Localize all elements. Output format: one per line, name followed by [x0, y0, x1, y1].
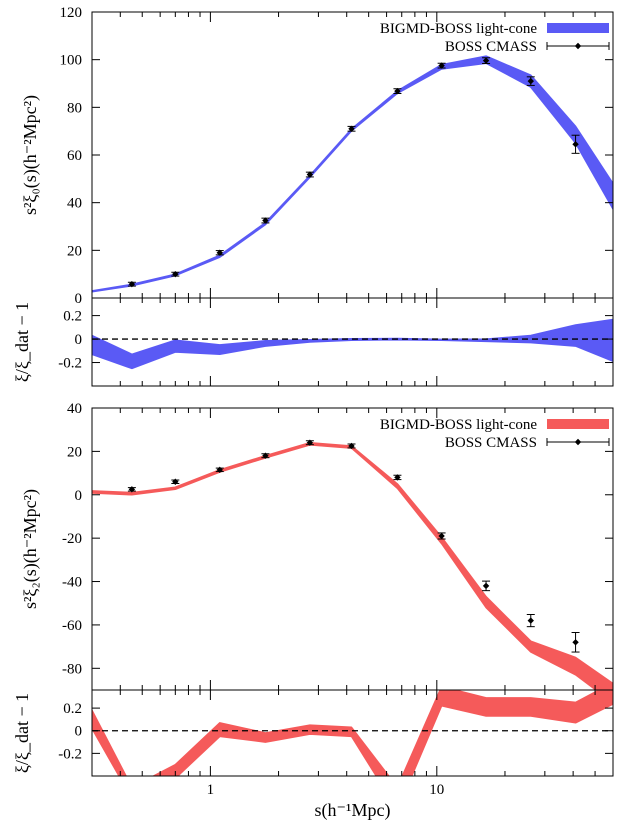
y-tick-label: 0: [75, 291, 83, 307]
data-point: [393, 87, 402, 95]
data-point: [171, 478, 180, 485]
data-marker: [172, 478, 179, 485]
y-tick-label: 20: [67, 243, 82, 259]
data-point: [437, 62, 446, 69]
y-tick-label: 60: [67, 148, 82, 164]
y-axis-title: ξ/ξ_dat − 1: [12, 302, 32, 382]
data-point: [347, 442, 356, 450]
y-axis-title: s²ξ₀(s)(h⁻²Mpc²): [20, 95, 41, 215]
legend: BIGMD-BOSS light-cone BOSS CMASS: [380, 21, 610, 55]
y-tick-label: 120: [60, 5, 83, 21]
y-tick-label: -40: [62, 575, 82, 591]
y-tick-label: -0.2: [58, 746, 82, 762]
data-marker: [572, 639, 579, 646]
plot-area: [92, 690, 613, 776]
data-marker: [438, 62, 445, 69]
x-tick-label: 1: [207, 782, 215, 798]
data-marker: [482, 582, 490, 590]
data-point: [215, 249, 224, 256]
legend-swatch-marker: [574, 438, 582, 446]
panel-quadrupole-ratio: -0.2 0 0.2 1 10 ξ/ξ_dat − 1 s(h⁻¹Mpc): [12, 689, 614, 820]
plot-area: [92, 55, 613, 293]
data-point: [482, 57, 491, 64]
data-point: [127, 486, 136, 493]
y-tick-label: 40: [67, 196, 82, 212]
data-marker: [394, 474, 401, 481]
data-point: [437, 532, 446, 540]
legend-swatch-band: [547, 419, 609, 429]
panel-monopole-ratio: -0.2 0 0.2 ξ/ξ_dat − 1: [12, 297, 614, 387]
y-tick-label: 0.2: [63, 309, 82, 325]
panel-quadrupole: -80 -60 -40 -20 0 20 40 s²ξ₂(s)(h⁻²Mpc²) BIGMD-B…: [20, 401, 614, 691]
panel-monopole: 0 20 40 60 80 100 120 s²ξ₀(s)(h⁻²Mpc²) BIGMD-BOS…: [20, 5, 614, 307]
data-point: [261, 452, 270, 459]
data-point: [215, 466, 224, 474]
data-point: [393, 474, 402, 481]
legend-label: BOSS CMASS: [445, 39, 537, 55]
data-marker: [262, 217, 269, 224]
plot-frame: [91, 297, 614, 387]
data-point: [171, 270, 180, 278]
data-point: [305, 171, 314, 178]
plot-area: [92, 439, 613, 690]
y-tick-label: -20: [62, 531, 82, 547]
y-tick-label: 0.2: [63, 701, 82, 717]
data-point: [526, 76, 535, 86]
y-tick-label: -80: [62, 661, 82, 677]
x-tick-label: 10: [429, 782, 444, 798]
model-band: [92, 690, 613, 776]
data-marker: [348, 125, 355, 132]
data-marker: [572, 141, 579, 148]
data-point: [261, 217, 270, 224]
data-marker: [306, 171, 314, 178]
data-marker: [216, 466, 223, 474]
y-tick-label: 80: [67, 100, 82, 116]
model-band: [92, 55, 613, 293]
data-point: [127, 280, 136, 288]
legend-label: BOSS CMASS: [445, 435, 537, 451]
model-band: [92, 318, 613, 370]
y-tick-label: 0: [75, 332, 83, 348]
data-marker: [527, 77, 534, 85]
legend: BIGMD-BOSS light-cone BOSS CMASS: [380, 417, 610, 451]
data-marker: [527, 617, 534, 624]
plot-area: [92, 318, 613, 370]
data-marker: [438, 532, 445, 540]
y-axis-title: s²ξ₂(s)(h⁻²Mpc²): [20, 489, 41, 609]
y-tick-label: 100: [60, 53, 83, 69]
x-axis-title: s(h⁻¹Mpc): [315, 800, 391, 820]
legend-label: BIGMD-BOSS light-cone: [380, 417, 537, 433]
data-marker: [306, 439, 314, 446]
data-marker: [348, 442, 355, 450]
y-tick-label: -60: [62, 618, 82, 634]
data-marker: [172, 270, 179, 278]
data-marker: [128, 280, 136, 288]
data-point: [526, 614, 535, 628]
y-tick-label: 0: [75, 488, 83, 504]
data-point: [305, 439, 314, 446]
y-tick-label: 0: [75, 724, 83, 740]
legend-swatch-band: [547, 23, 609, 33]
legend-swatch-marker: [574, 42, 582, 50]
data-point: [571, 134, 580, 154]
data-marker: [394, 87, 401, 95]
data-marker: [216, 249, 223, 256]
data-point: [482, 580, 491, 592]
model-band: [92, 441, 613, 690]
y-tick-label: -0.2: [58, 356, 82, 372]
legend-label: BIGMD-BOSS light-cone: [380, 21, 537, 37]
data-marker: [128, 486, 136, 493]
y-axis-title: ξ/ξ_dat − 1: [12, 693, 32, 773]
y-tick-label: 20: [67, 444, 82, 460]
plot-frame: [91, 689, 614, 777]
data-marker: [262, 452, 269, 459]
data-point: [571, 632, 580, 653]
y-tick-label: 40: [67, 401, 82, 417]
data-point: [347, 125, 356, 132]
data-marker: [482, 57, 490, 64]
